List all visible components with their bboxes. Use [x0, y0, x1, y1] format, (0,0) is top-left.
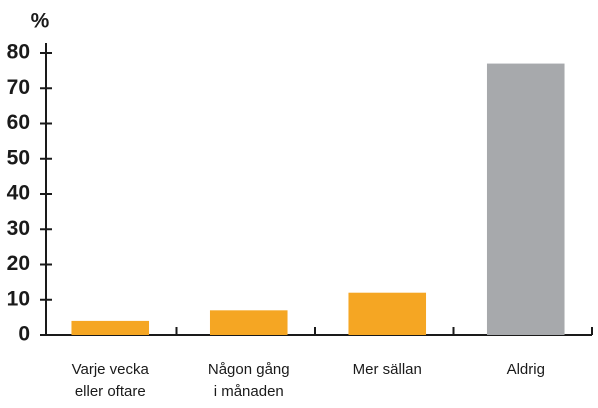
y-tick-label: 40 — [7, 182, 30, 205]
bar — [486, 63, 565, 335]
x-tick-label: Aldrig — [507, 361, 545, 378]
x-tick-label: eller oftare — [75, 383, 146, 400]
y-tick-label: 50 — [7, 146, 30, 169]
x-tick-label: Varje vecka — [72, 361, 150, 378]
y-tick-label: 10 — [7, 287, 30, 310]
y-tick-label: 0 — [18, 323, 30, 346]
x-tick-label: Någon gång — [208, 361, 290, 378]
y-tick-label: 70 — [7, 76, 30, 99]
bar — [348, 292, 427, 335]
x-tick-label: i månaden — [214, 383, 284, 400]
y-tick-label: 30 — [7, 217, 30, 240]
y-tick-label: 20 — [7, 252, 30, 275]
y-tick-label: 80 — [7, 41, 30, 64]
x-tick-label: Mer sällan — [353, 361, 422, 378]
y-axis-label: % — [31, 10, 50, 33]
bar — [209, 310, 288, 335]
y-tick-label: 60 — [7, 111, 30, 134]
bar — [71, 320, 150, 335]
